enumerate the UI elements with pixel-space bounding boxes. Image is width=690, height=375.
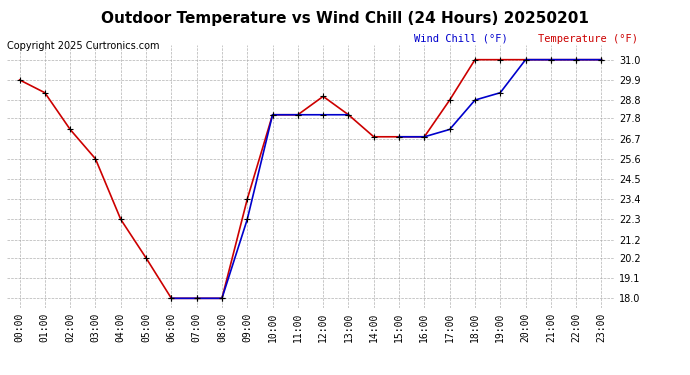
Wind Chill (°F): [167, 296, 175, 301]
Wind Chill (°F): [218, 296, 226, 301]
Temperature (°F): [193, 296, 201, 301]
Text: Outdoor Temperature vs Wind Chill (24 Hours) 20250201: Outdoor Temperature vs Wind Chill (24 Ho…: [101, 11, 589, 26]
Temperature (°F): [91, 156, 99, 161]
Temperature (°F): [471, 57, 479, 62]
Temperature (°F): [496, 57, 504, 62]
Temperature (°F): [370, 135, 378, 139]
Temperature (°F): [41, 90, 49, 95]
Temperature (°F): [420, 135, 428, 139]
Temperature (°F): [268, 112, 277, 117]
Temperature (°F): [294, 112, 302, 117]
Wind Chill (°F): [319, 112, 327, 117]
Temperature (°F): [522, 57, 530, 62]
Wind Chill (°F): [294, 112, 302, 117]
Text: Temperature (°F): Temperature (°F): [538, 34, 638, 44]
Temperature (°F): [15, 78, 23, 82]
Wind Chill (°F): [243, 217, 251, 222]
Temperature (°F): [142, 256, 150, 260]
Temperature (°F): [243, 197, 251, 201]
Temperature (°F): [446, 98, 454, 102]
Line: Temperature (°F): Temperature (°F): [16, 56, 605, 302]
Wind Chill (°F): [193, 296, 201, 301]
Text: Copyright 2025 Curtronics.com: Copyright 2025 Curtronics.com: [7, 41, 159, 51]
Temperature (°F): [344, 112, 353, 117]
Temperature (°F): [546, 57, 555, 62]
Temperature (°F): [598, 57, 606, 62]
Text: Wind Chill (°F): Wind Chill (°F): [414, 34, 508, 44]
Wind Chill (°F): [344, 112, 353, 117]
Temperature (°F): [572, 57, 580, 62]
Temperature (°F): [66, 127, 75, 132]
Temperature (°F): [395, 135, 403, 139]
Line: Wind Chill (°F): Wind Chill (°F): [168, 111, 352, 302]
Temperature (°F): [167, 296, 175, 301]
Wind Chill (°F): [268, 112, 277, 117]
Temperature (°F): [319, 94, 327, 99]
Temperature (°F): [218, 296, 226, 301]
Temperature (°F): [117, 217, 125, 222]
